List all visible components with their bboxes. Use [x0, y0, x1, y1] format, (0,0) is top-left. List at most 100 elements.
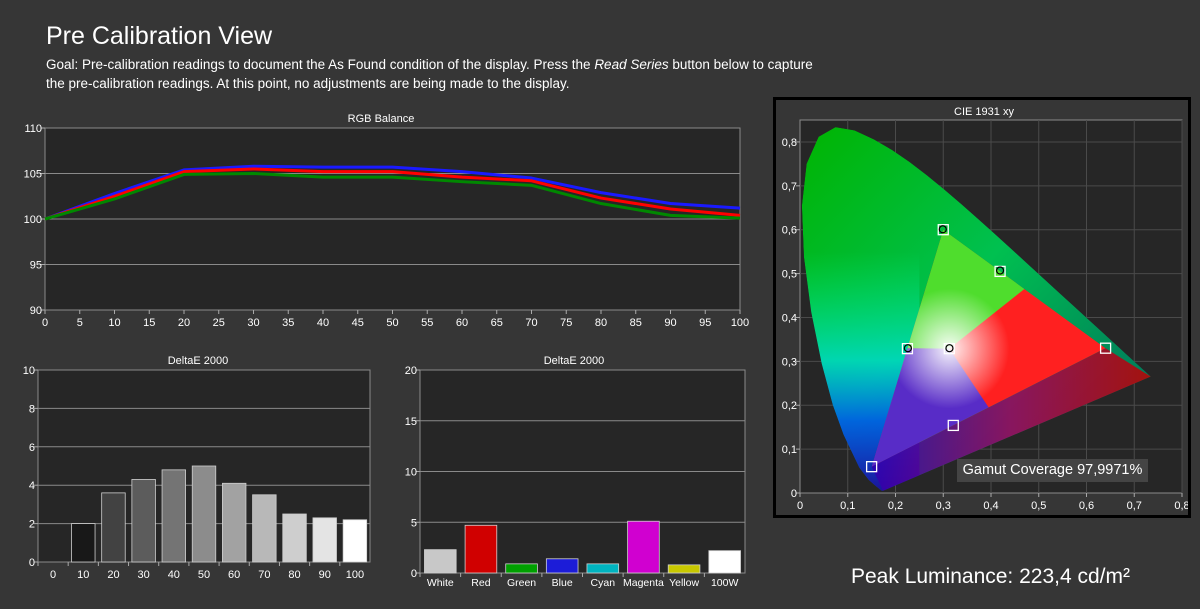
cie-ytick-label: 0,1	[782, 444, 797, 456]
cie-xtick-label: 0,5	[1031, 500, 1046, 512]
dg-xtick-label: 0	[50, 569, 56, 581]
peak-luminance: Peak Luminance: 223,4 cd/m²	[851, 565, 1130, 588]
dg-bar	[252, 494, 277, 563]
dc-xtick-label: White	[427, 577, 454, 589]
gamut-white-glow	[889, 288, 1010, 409]
rgb-balance-chart: RGB Balance 0 5 10 15 20 25 30 35 40 45 50 55 60 65 70…	[24, 113, 750, 329]
dc-ytick-label: 20	[405, 365, 417, 377]
dc-bar	[545, 558, 579, 574]
dc-xtick-label: Yellow	[669, 577, 699, 589]
dc-bar	[505, 563, 538, 574]
rgb-xtick-label: 10	[108, 317, 120, 329]
cie-xtick-label: 0,7	[1127, 500, 1142, 512]
dg-xtick-label: 40	[168, 569, 180, 581]
dc-bar	[424, 549, 457, 574]
cie-1931-chart: CIE 1931 xy 0 0,1 0,2 0,3 0,4 0,5 0,6 0,7 0,8 0 0…	[782, 106, 1188, 512]
cie-xtick-label: 0,8	[1174, 500, 1188, 512]
dc-xtick-label: Blue	[552, 577, 573, 589]
rgb-series-line-2	[44, 172, 741, 221]
cie-ytick-label: 0,6	[782, 225, 797, 237]
cie-measured-point	[995, 266, 1005, 275]
cie-measured-point	[903, 344, 913, 353]
cie-target-marker	[947, 419, 959, 432]
rgb-ytick-label: 90	[30, 305, 42, 317]
dg-bar	[71, 523, 96, 563]
cie-target-marker	[943, 342, 955, 355]
cie-measured-point	[945, 344, 954, 353]
rgb-xtick-label: 100	[731, 317, 749, 329]
dg-xtick-label: 70	[258, 569, 270, 581]
cie-xtick-label: 0,6	[1079, 500, 1094, 512]
dg-xtick-label: 60	[228, 569, 240, 581]
dc-xtick-label: Green	[507, 577, 536, 589]
dg-xtick-label: 100	[346, 569, 364, 581]
dg-bar	[342, 519, 368, 563]
cie-target-marker	[1099, 342, 1112, 354]
cie-target-marker	[901, 342, 914, 355]
rgb-xtick-label: 45	[352, 317, 364, 329]
rgb-xtick-label: 25	[213, 317, 225, 329]
dg-xtick-label: 90	[319, 569, 331, 581]
cie-ytick-label: 0,4	[782, 312, 797, 324]
rgb-xtick-label: 70	[525, 317, 537, 329]
cie-target-marker	[994, 265, 1006, 278]
purple-region	[871, 348, 1151, 491]
dg-bar	[131, 479, 156, 563]
dc-xtick-label: Red	[471, 577, 490, 589]
dc-bar	[667, 564, 701, 574]
cie-ytick-label: 0	[791, 488, 797, 500]
rgb-ytick-label: 110	[24, 123, 42, 135]
rgb-ytick-label: 105	[24, 169, 42, 181]
dg-ytick-label: 2	[29, 519, 35, 531]
dg-bar	[312, 517, 337, 563]
deltae-grayscale-chart: DeltaE 2000 0 10 20 30 40 50 60 70 80 90 100 0 2 4 6 8…	[23, 355, 371, 581]
de-gray-title: DeltaE 2000	[168, 355, 229, 367]
dg-ytick-label: 10	[23, 365, 35, 377]
rgb-xtick-label: 0	[42, 317, 48, 329]
dc-bar	[464, 524, 498, 574]
de-color-title: DeltaE 2000	[544, 355, 605, 367]
gamut-coverage-label: Gamut Coverage 97,9971%	[957, 459, 1148, 482]
cie-ytick-label: 0,2	[782, 400, 797, 412]
rgb-xtick-label: 85	[630, 317, 642, 329]
dg-xtick-label: 30	[138, 569, 150, 581]
page-title: Pre Calibration View	[46, 22, 273, 50]
dg-xtick-label: 50	[198, 569, 210, 581]
rgb-xtick-label: 35	[282, 317, 294, 329]
rgb-series-line-0	[44, 164, 741, 221]
dg-xtick-label: 80	[288, 569, 300, 581]
dg-ytick-label: 8	[29, 403, 35, 415]
cie-target-marker	[865, 461, 878, 473]
dg-bar	[282, 513, 307, 563]
dc-bar	[627, 520, 660, 574]
dg-xtick-label: 20	[107, 569, 119, 581]
rgb-xtick-label: 60	[456, 317, 468, 329]
cie-ytick-label: 0,7	[782, 181, 797, 193]
cie-chart-frame	[773, 97, 1191, 518]
rgb-ytick-label: 100	[24, 214, 42, 226]
dc-bar	[708, 550, 741, 574]
dc-bar	[586, 563, 620, 574]
rgb-ytick-label: 95	[30, 260, 42, 272]
cie-target-marker	[937, 224, 949, 236]
cie-chart-title: CIE 1931 xy	[954, 106, 1014, 118]
rgb-xtick-label: 15	[143, 317, 155, 329]
dg-bar	[191, 465, 217, 563]
cie-xtick-label: 0,4	[983, 500, 998, 512]
cie-xtick-label: 0	[797, 500, 803, 512]
dg-bar	[222, 482, 247, 563]
rgb-xtick-label: 95	[699, 317, 711, 329]
rgb-xtick-label: 80	[595, 317, 607, 329]
rgb-xtick-label: 75	[560, 317, 572, 329]
rgb-series-line-1	[44, 167, 741, 221]
cie-xtick-label: 0,2	[888, 500, 903, 512]
dc-xtick-label: Magenta	[623, 577, 664, 589]
cie-xtick-label: 0,3	[936, 500, 951, 512]
dc-ytick-label: 15	[405, 416, 417, 428]
rgb-xtick-label: 40	[317, 317, 329, 329]
dc-ytick-label: 0	[411, 568, 417, 580]
rgb-xtick-label: 90	[664, 317, 676, 329]
rgb-xtick-label: 55	[421, 317, 433, 329]
cie-measured-point	[938, 225, 947, 234]
dc-xtick-label: 100W	[711, 577, 739, 589]
